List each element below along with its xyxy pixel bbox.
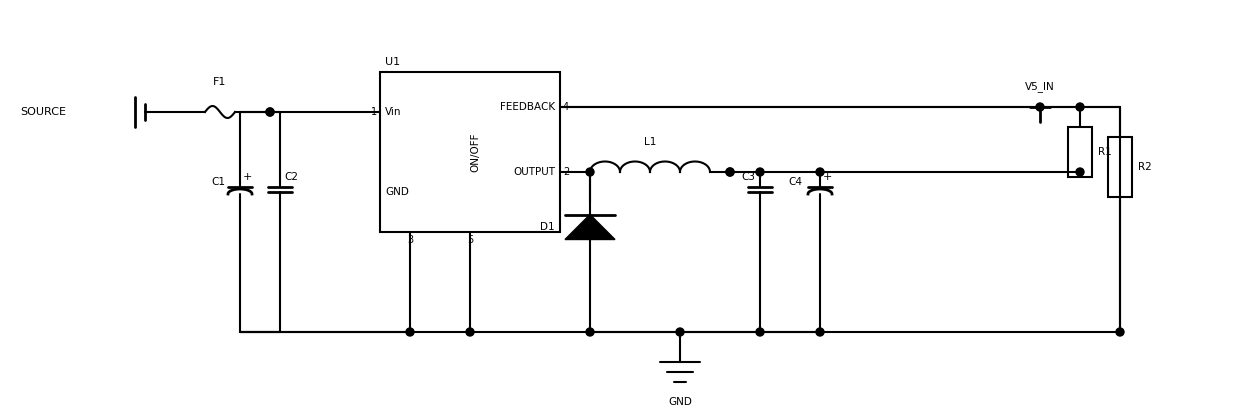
Circle shape bbox=[405, 328, 414, 336]
Circle shape bbox=[267, 108, 274, 116]
Text: V5_IN: V5_IN bbox=[1025, 81, 1055, 92]
Circle shape bbox=[1116, 328, 1123, 336]
Text: Vin: Vin bbox=[384, 107, 402, 117]
Text: C3: C3 bbox=[742, 172, 755, 182]
Bar bbox=[1068, 127, 1092, 177]
Circle shape bbox=[1076, 168, 1084, 176]
Text: GND: GND bbox=[668, 397, 692, 407]
Text: ON/OFF: ON/OFF bbox=[470, 132, 480, 172]
Text: C1: C1 bbox=[211, 177, 224, 187]
Bar bbox=[1109, 137, 1132, 197]
Text: +: + bbox=[243, 172, 253, 182]
Text: R2: R2 bbox=[1138, 162, 1152, 172]
Text: 1: 1 bbox=[371, 107, 377, 117]
Text: OUTPUT: OUTPUT bbox=[513, 167, 556, 177]
Text: C4: C4 bbox=[787, 177, 802, 187]
Polygon shape bbox=[565, 215, 615, 239]
Circle shape bbox=[587, 328, 594, 336]
Bar bbox=[379, 72, 560, 232]
Circle shape bbox=[587, 168, 594, 176]
Text: C2: C2 bbox=[284, 172, 298, 182]
Text: 4: 4 bbox=[563, 102, 569, 112]
Circle shape bbox=[267, 108, 274, 116]
Circle shape bbox=[466, 328, 474, 336]
Text: +: + bbox=[823, 172, 832, 182]
Circle shape bbox=[756, 328, 764, 336]
Circle shape bbox=[756, 168, 764, 176]
Text: U1: U1 bbox=[384, 57, 401, 67]
Text: GND: GND bbox=[384, 187, 409, 197]
Circle shape bbox=[1076, 103, 1084, 111]
Circle shape bbox=[725, 168, 734, 176]
Circle shape bbox=[725, 168, 734, 176]
Text: SOURCE: SOURCE bbox=[20, 107, 66, 117]
Text: F1: F1 bbox=[213, 77, 227, 87]
Text: FEEDBACK: FEEDBACK bbox=[500, 102, 556, 112]
Circle shape bbox=[1035, 103, 1044, 111]
Text: R1: R1 bbox=[1097, 147, 1112, 157]
Circle shape bbox=[676, 328, 684, 336]
Circle shape bbox=[816, 328, 825, 336]
Text: 2: 2 bbox=[563, 167, 569, 177]
Circle shape bbox=[816, 168, 825, 176]
Text: 5: 5 bbox=[467, 235, 474, 245]
Text: 3: 3 bbox=[407, 235, 413, 245]
Text: L1: L1 bbox=[644, 137, 656, 147]
Text: D1: D1 bbox=[541, 222, 556, 232]
